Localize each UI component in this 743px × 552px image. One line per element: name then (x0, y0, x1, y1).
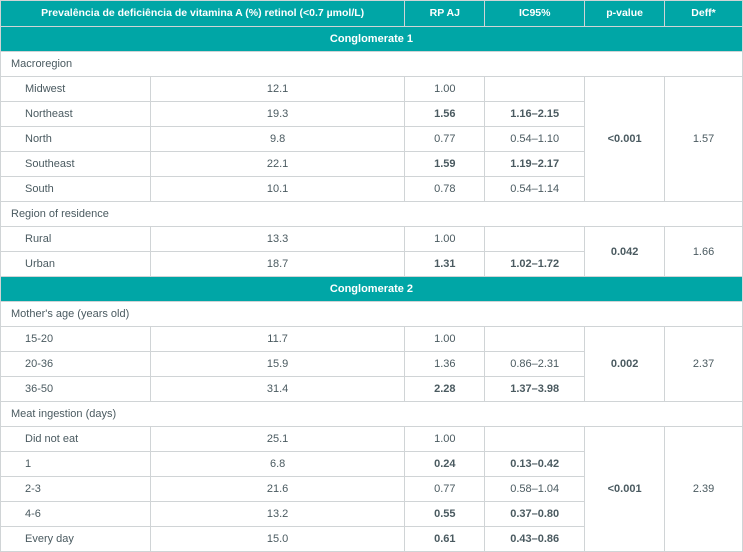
cell-deff: 1.57 (665, 77, 743, 202)
table-row: 15-20 11.7 1.00 0.002 2.37 (1, 327, 743, 352)
group-label: Region of residence (1, 202, 743, 227)
cell-prev: 15.9 (150, 352, 405, 377)
group-macroregion: Macroregion (1, 52, 743, 77)
cell-deff: 2.39 (665, 427, 743, 552)
cell-prev: 9.8 (150, 127, 405, 152)
row-label: Did not eat (1, 427, 151, 452)
row-label: Southeast (1, 152, 151, 177)
group-mother-age: Mother's age (years old) (1, 302, 743, 327)
cell-prev: 10.1 (150, 177, 405, 202)
cell-ic: 0.13–0.42 (485, 452, 585, 477)
row-label: 15-20 (1, 327, 151, 352)
header-row: Prevalência de deficiência de vitamina A… (1, 1, 743, 27)
cell-rp: 0.24 (405, 452, 485, 477)
cell-pvalue: <0.001 (585, 427, 665, 552)
row-label: 20-36 (1, 352, 151, 377)
group-label: Mother's age (years old) (1, 302, 743, 327)
section-band-cong2: Conglomerate 2 (1, 277, 743, 302)
col-ic95: IC95% (485, 1, 585, 27)
row-label: Rural (1, 227, 151, 252)
table-row: Rural 13.3 1.00 0.042 1.66 (1, 227, 743, 252)
cell-pvalue: 0.042 (585, 227, 665, 277)
col-deff: Deff* (665, 1, 743, 27)
cell-rp: 1.36 (405, 352, 485, 377)
cell-prev: 22.1 (150, 152, 405, 177)
cell-rp: 1.56 (405, 102, 485, 127)
cell-prev: 31.4 (150, 377, 405, 402)
row-label: 4-6 (1, 502, 151, 527)
cell-prev: 13.2 (150, 502, 405, 527)
cell-rp: 1.00 (405, 227, 485, 252)
cell-rp: 1.59 (405, 152, 485, 177)
cell-rp: 1.00 (405, 427, 485, 452)
cell-ic: 1.16–2.15 (485, 102, 585, 127)
cell-rp: 0.55 (405, 502, 485, 527)
group-label: Macroregion (1, 52, 743, 77)
row-label: 1 (1, 452, 151, 477)
cell-rp: 1.00 (405, 327, 485, 352)
cell-prev: 25.1 (150, 427, 405, 452)
group-label: Meat ingestion (days) (1, 402, 743, 427)
cell-prev: 11.7 (150, 327, 405, 352)
row-label: Every day (1, 527, 151, 552)
row-label: Urban (1, 252, 151, 277)
row-label: 2-3 (1, 477, 151, 502)
group-region-residence: Region of residence (1, 202, 743, 227)
cell-deff: 2.37 (665, 327, 743, 402)
cell-rp: 1.00 (405, 77, 485, 102)
cell-pvalue: <0.001 (585, 77, 665, 202)
cell-ic (485, 427, 585, 452)
cell-ic: 1.37–3.98 (485, 377, 585, 402)
cell-rp: 0.77 (405, 477, 485, 502)
cell-prev: 13.3 (150, 227, 405, 252)
cell-prev: 18.7 (150, 252, 405, 277)
section-title: Conglomerate 2 (1, 277, 743, 302)
col-rpaj: RP AJ (405, 1, 485, 27)
section-band-cong1: Conglomerate 1 (1, 27, 743, 52)
cell-ic: 1.19–2.17 (485, 152, 585, 177)
cell-ic: 0.37–0.80 (485, 502, 585, 527)
cell-prev: 19.3 (150, 102, 405, 127)
section-title: Conglomerate 1 (1, 27, 743, 52)
row-label: Midwest (1, 77, 151, 102)
cell-prev: 15.0 (150, 527, 405, 552)
cell-rp: 0.78 (405, 177, 485, 202)
col-pvalue: p-value (585, 1, 665, 27)
cell-prev: 21.6 (150, 477, 405, 502)
cell-rp: 0.77 (405, 127, 485, 152)
cell-ic (485, 77, 585, 102)
cell-ic: 0.58–1.04 (485, 477, 585, 502)
cell-deff: 1.66 (665, 227, 743, 277)
cell-ic: 0.43–0.86 (485, 527, 585, 552)
row-label: Northeast (1, 102, 151, 127)
cell-ic: 0.54–1.14 (485, 177, 585, 202)
cell-pvalue: 0.002 (585, 327, 665, 402)
group-meat-ingestion: Meat ingestion (days) (1, 402, 743, 427)
cell-rp: 2.28 (405, 377, 485, 402)
data-table: Prevalência de deficiência de vitamina A… (0, 0, 743, 552)
cell-rp: 0.61 (405, 527, 485, 552)
row-label: South (1, 177, 151, 202)
table-row: Midwest 12.1 1.00 <0.001 1.57 (1, 77, 743, 102)
cell-ic: 1.02–1.72 (485, 252, 585, 277)
cell-prev: 12.1 (150, 77, 405, 102)
cell-ic: 0.86–2.31 (485, 352, 585, 377)
cell-rp: 1.31 (405, 252, 485, 277)
row-label: North (1, 127, 151, 152)
table-row: Did not eat 25.1 1.00 <0.001 2.39 (1, 427, 743, 452)
cell-prev: 6.8 (150, 452, 405, 477)
cell-ic: 0.54–1.10 (485, 127, 585, 152)
cell-ic (485, 227, 585, 252)
cell-ic (485, 327, 585, 352)
col-prevalence: Prevalência de deficiência de vitamina A… (1, 1, 405, 27)
row-label: 36-50 (1, 377, 151, 402)
